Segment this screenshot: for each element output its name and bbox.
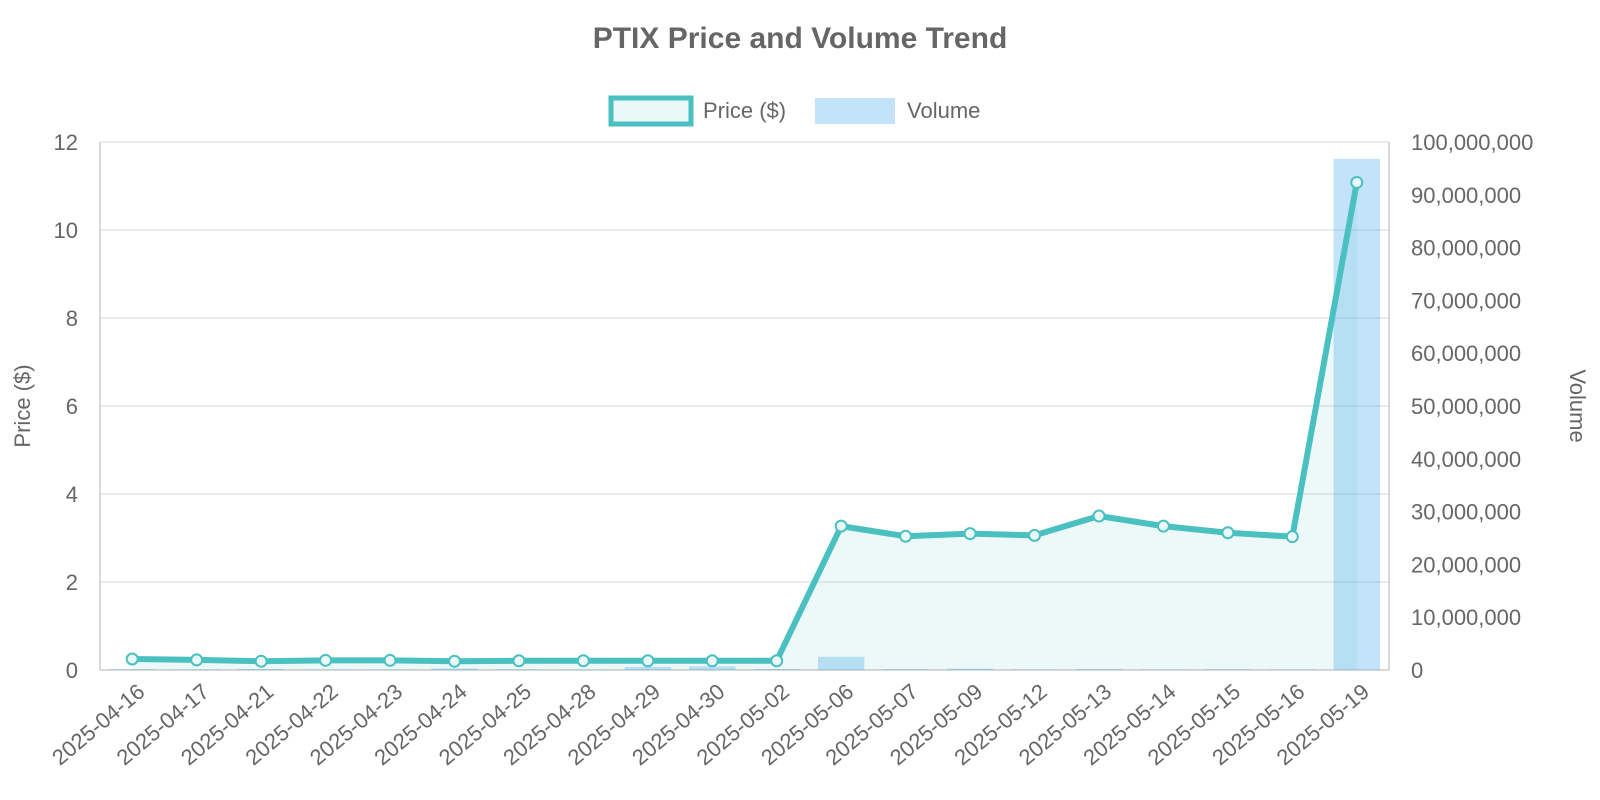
chart-title: PTIX Price and Volume Trend	[593, 22, 1008, 55]
price-point[interactable]	[576, 654, 590, 668]
price-point[interactable]	[1156, 519, 1170, 533]
price-point[interactable]	[1221, 526, 1235, 540]
y-tick-label: 12	[54, 130, 78, 155]
volume-bar[interactable]	[1140, 669, 1187, 670]
volume-bar[interactable]	[689, 666, 736, 670]
price-point[interactable]	[1028, 528, 1042, 542]
price-point[interactable]	[190, 653, 204, 667]
price-point[interactable]	[512, 654, 526, 668]
volume-bar[interactable]	[1075, 668, 1123, 670]
price-point[interactable]	[447, 654, 461, 668]
volume-bar[interactable]	[560, 669, 607, 670]
volume-bar[interactable]	[817, 656, 865, 670]
volume-bars	[109, 158, 1380, 670]
volume-bar[interactable]	[624, 666, 672, 670]
volume-bar[interactable]	[1269, 669, 1316, 670]
y2-tick-label: 80,000,000	[1411, 236, 1521, 261]
y2-tick-label: 50,000,000	[1411, 394, 1521, 419]
volume-bar[interactable]	[1011, 669, 1058, 670]
price-point[interactable]	[963, 527, 977, 541]
y2-tick-label: 90,000,000	[1411, 183, 1521, 208]
y-axis-ticks: 0 2 4 6 8 10 12	[54, 130, 78, 683]
y-tick-label: 6	[66, 394, 78, 419]
price-point[interactable]	[770, 654, 784, 668]
price-point[interactable]	[899, 529, 913, 543]
price-point[interactable]	[1285, 530, 1299, 544]
price-line-group	[129, 179, 1360, 665]
volume-bar[interactable]	[753, 668, 800, 670]
price-point[interactable]	[834, 519, 848, 533]
y2-tick-label: 0	[1411, 658, 1423, 683]
volume-bar[interactable]	[237, 668, 285, 670]
y2-tick-label: 10,000,000	[1411, 605, 1521, 630]
volume-bar[interactable]	[1204, 669, 1252, 670]
volume-bar[interactable]	[1333, 158, 1380, 670]
y-tick-label: 10	[54, 218, 78, 243]
legend: Price ($) Volume	[608, 95, 980, 127]
y2-tick-label: 20,000,000	[1411, 552, 1521, 577]
y-tick-label: 8	[66, 306, 78, 331]
legend-item-price[interactable]: Price ($)	[608, 95, 786, 127]
y-axis-title: Price ($)	[10, 364, 35, 447]
price-point[interactable]	[125, 652, 139, 666]
gridlines	[99, 141, 1390, 671]
legend-item-volume[interactable]: Volume	[815, 98, 980, 124]
volume-bar[interactable]	[109, 669, 156, 670]
price-point[interactable]	[641, 654, 655, 668]
price-point[interactable]	[319, 653, 333, 667]
price-point[interactable]	[383, 653, 397, 667]
y-tick-label: 0	[66, 658, 78, 683]
price-point[interactable]	[1092, 509, 1106, 523]
price-points	[125, 175, 1364, 668]
legend-swatch-price	[608, 95, 694, 127]
y2-tick-label: 60,000,000	[1411, 341, 1521, 366]
legend-label-price: Price ($)	[703, 98, 786, 123]
price-point[interactable]	[705, 654, 719, 668]
volume-bar[interactable]	[431, 668, 478, 670]
volume-bar[interactable]	[173, 669, 220, 670]
y2-axis-title: Volume	[1565, 369, 1590, 442]
y2-tick-label: 100,000,000	[1411, 130, 1533, 155]
y2-tick-label: 40,000,000	[1411, 447, 1521, 472]
volume-bar[interactable]	[882, 669, 929, 670]
y2-tick-label: 70,000,000	[1411, 288, 1521, 313]
volume-bar[interactable]	[495, 669, 543, 670]
y-tick-label: 2	[66, 570, 78, 595]
y2-axis-ticks: 0 10,000,000 20,000,000 30,000,000 40,000,00…	[1411, 130, 1533, 683]
y2-tick-label: 30,000,000	[1411, 500, 1521, 525]
legend-swatch-volume	[815, 98, 895, 124]
x-axis-ticks: 2025-04-162025-04-172025-04-212025-04-22…	[47, 679, 1374, 770]
legend-label-volume: Volume	[907, 98, 980, 123]
price-area-fill	[132, 182, 1357, 671]
price-area	[132, 182, 1357, 671]
price-point[interactable]	[254, 654, 268, 668]
y-tick-label: 4	[66, 482, 78, 507]
volume-bar[interactable]	[946, 668, 994, 670]
price-point[interactable]	[1350, 175, 1364, 189]
price-line[interactable]	[129, 179, 1360, 665]
